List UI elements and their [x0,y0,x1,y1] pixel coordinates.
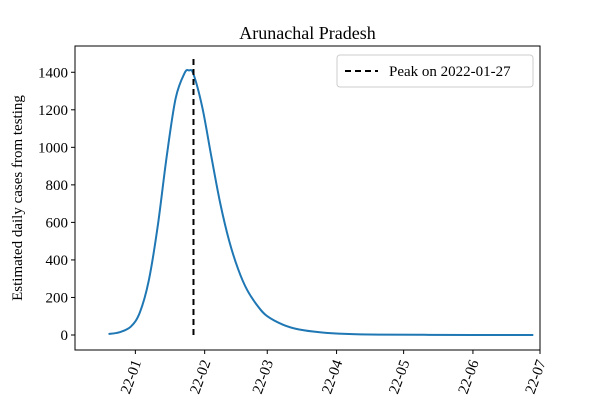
x-tick-label: 22-01 [118,358,145,396]
y-axis-label: Estimated daily cases from testing [10,95,26,301]
series-group [108,68,534,337]
x-tick-label: 22-03 [250,358,277,396]
y-tick-label: 0 [61,328,69,344]
y-tick-label: 800 [46,178,69,194]
x-tick-label: 22-06 [456,357,483,396]
y-tick-label: 1000 [38,140,68,156]
x-tick-label: 22-07 [523,357,550,396]
chart-title: Arunachal Pradesh [239,23,375,43]
y-tick-label: 1400 [38,65,68,81]
y-axis-label-group: Estimated daily cases from testing [10,95,26,301]
y-tick-label: 400 [46,253,69,269]
legend-box [336,54,534,88]
y-tick-label: 200 [46,290,69,306]
x-tick-label: 22-02 [187,358,214,396]
x-tick-label: 22-05 [386,358,413,396]
legend: Peak on 2022-01-27 [336,54,534,88]
series-line-daily-cases [108,68,534,337]
x-tick-label: 22-04 [319,357,346,396]
y-tick-label: 600 [46,215,69,231]
legend-entry-peak: Peak on 2022-01-27 [389,64,511,80]
y-axis: 0 200 400 600 800 1000 1200 1400 [38,65,75,344]
y-tick-label: 1200 [38,103,68,119]
x-axis: 22-01 22-02 22-03 22-04 22-05 22-06 22-07 [118,350,550,396]
plot-area [74,45,541,351]
